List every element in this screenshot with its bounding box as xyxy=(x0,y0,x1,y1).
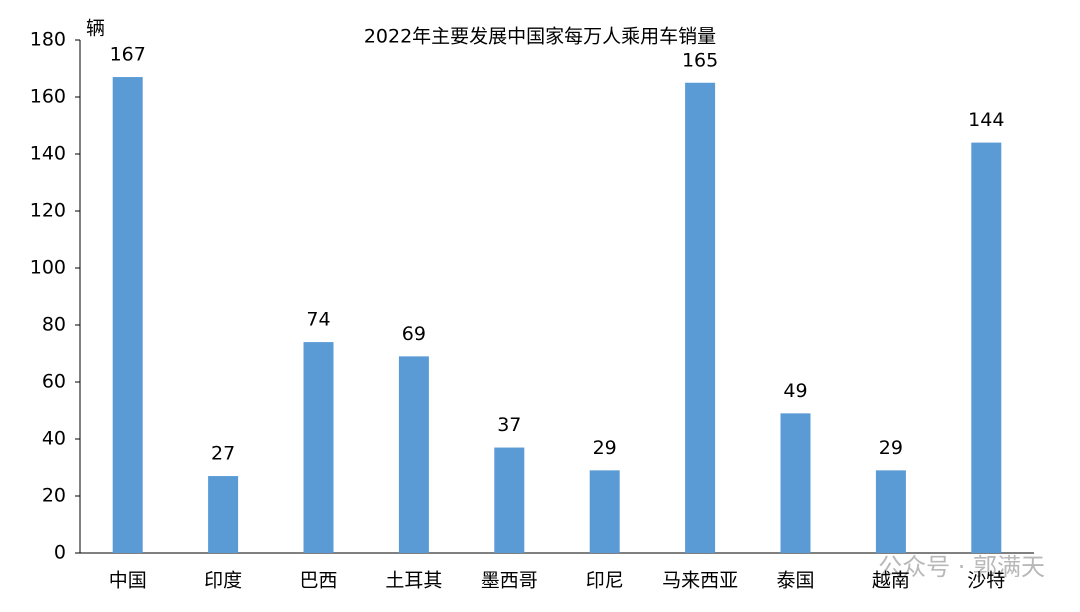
value-label: 144 xyxy=(968,109,1004,131)
bar xyxy=(875,470,906,553)
x-tick-label: 墨西哥 xyxy=(481,570,538,592)
x-tick-label: 越南 xyxy=(872,570,910,592)
value-label: 37 xyxy=(497,414,521,436)
y-tick-label: 120 xyxy=(30,200,66,222)
y-tick-label: 100 xyxy=(30,257,66,279)
bar xyxy=(112,77,143,554)
y-tick-label: 160 xyxy=(30,86,66,108)
value-label: 69 xyxy=(402,323,426,345)
y-tick-label: 60 xyxy=(42,371,66,393)
value-label: 165 xyxy=(682,49,718,71)
y-tick-label: 40 xyxy=(42,428,66,450)
bar xyxy=(494,447,525,553)
x-tick-label: 中国 xyxy=(109,570,147,592)
bar xyxy=(303,342,334,553)
x-tick-label: 印度 xyxy=(204,570,242,592)
bar xyxy=(208,476,239,553)
value-label: 29 xyxy=(593,437,617,459)
value-label: 27 xyxy=(211,443,235,465)
y-tick-label: 20 xyxy=(42,485,66,507)
x-tick-label: 沙特 xyxy=(967,570,1005,592)
y-tick-label: 140 xyxy=(30,143,66,165)
bar xyxy=(398,356,429,553)
y-tick-label: 0 xyxy=(54,542,66,564)
value-label: 167 xyxy=(110,44,146,66)
x-tick-label: 马来西亚 xyxy=(662,570,738,592)
value-label: 29 xyxy=(879,437,903,459)
x-tick-label: 泰国 xyxy=(776,570,814,592)
value-label: 49 xyxy=(783,380,807,402)
bar xyxy=(780,413,811,553)
bar xyxy=(589,470,620,553)
x-tick-label: 印尼 xyxy=(586,570,624,592)
y-tick-label: 180 xyxy=(30,29,66,51)
bar xyxy=(971,142,1002,553)
watermark: 公众号 · 郭满天 xyxy=(878,553,1045,581)
bar xyxy=(685,82,716,553)
y-tick-label: 80 xyxy=(42,314,66,336)
y-axis-unit: 辆 xyxy=(86,18,105,40)
x-tick-label: 巴西 xyxy=(299,570,337,592)
x-tick-label: 土耳其 xyxy=(385,570,442,592)
chart-title: 2022年主要发展中国家每万人乘用车销量 xyxy=(364,26,716,48)
value-label: 74 xyxy=(306,309,330,331)
